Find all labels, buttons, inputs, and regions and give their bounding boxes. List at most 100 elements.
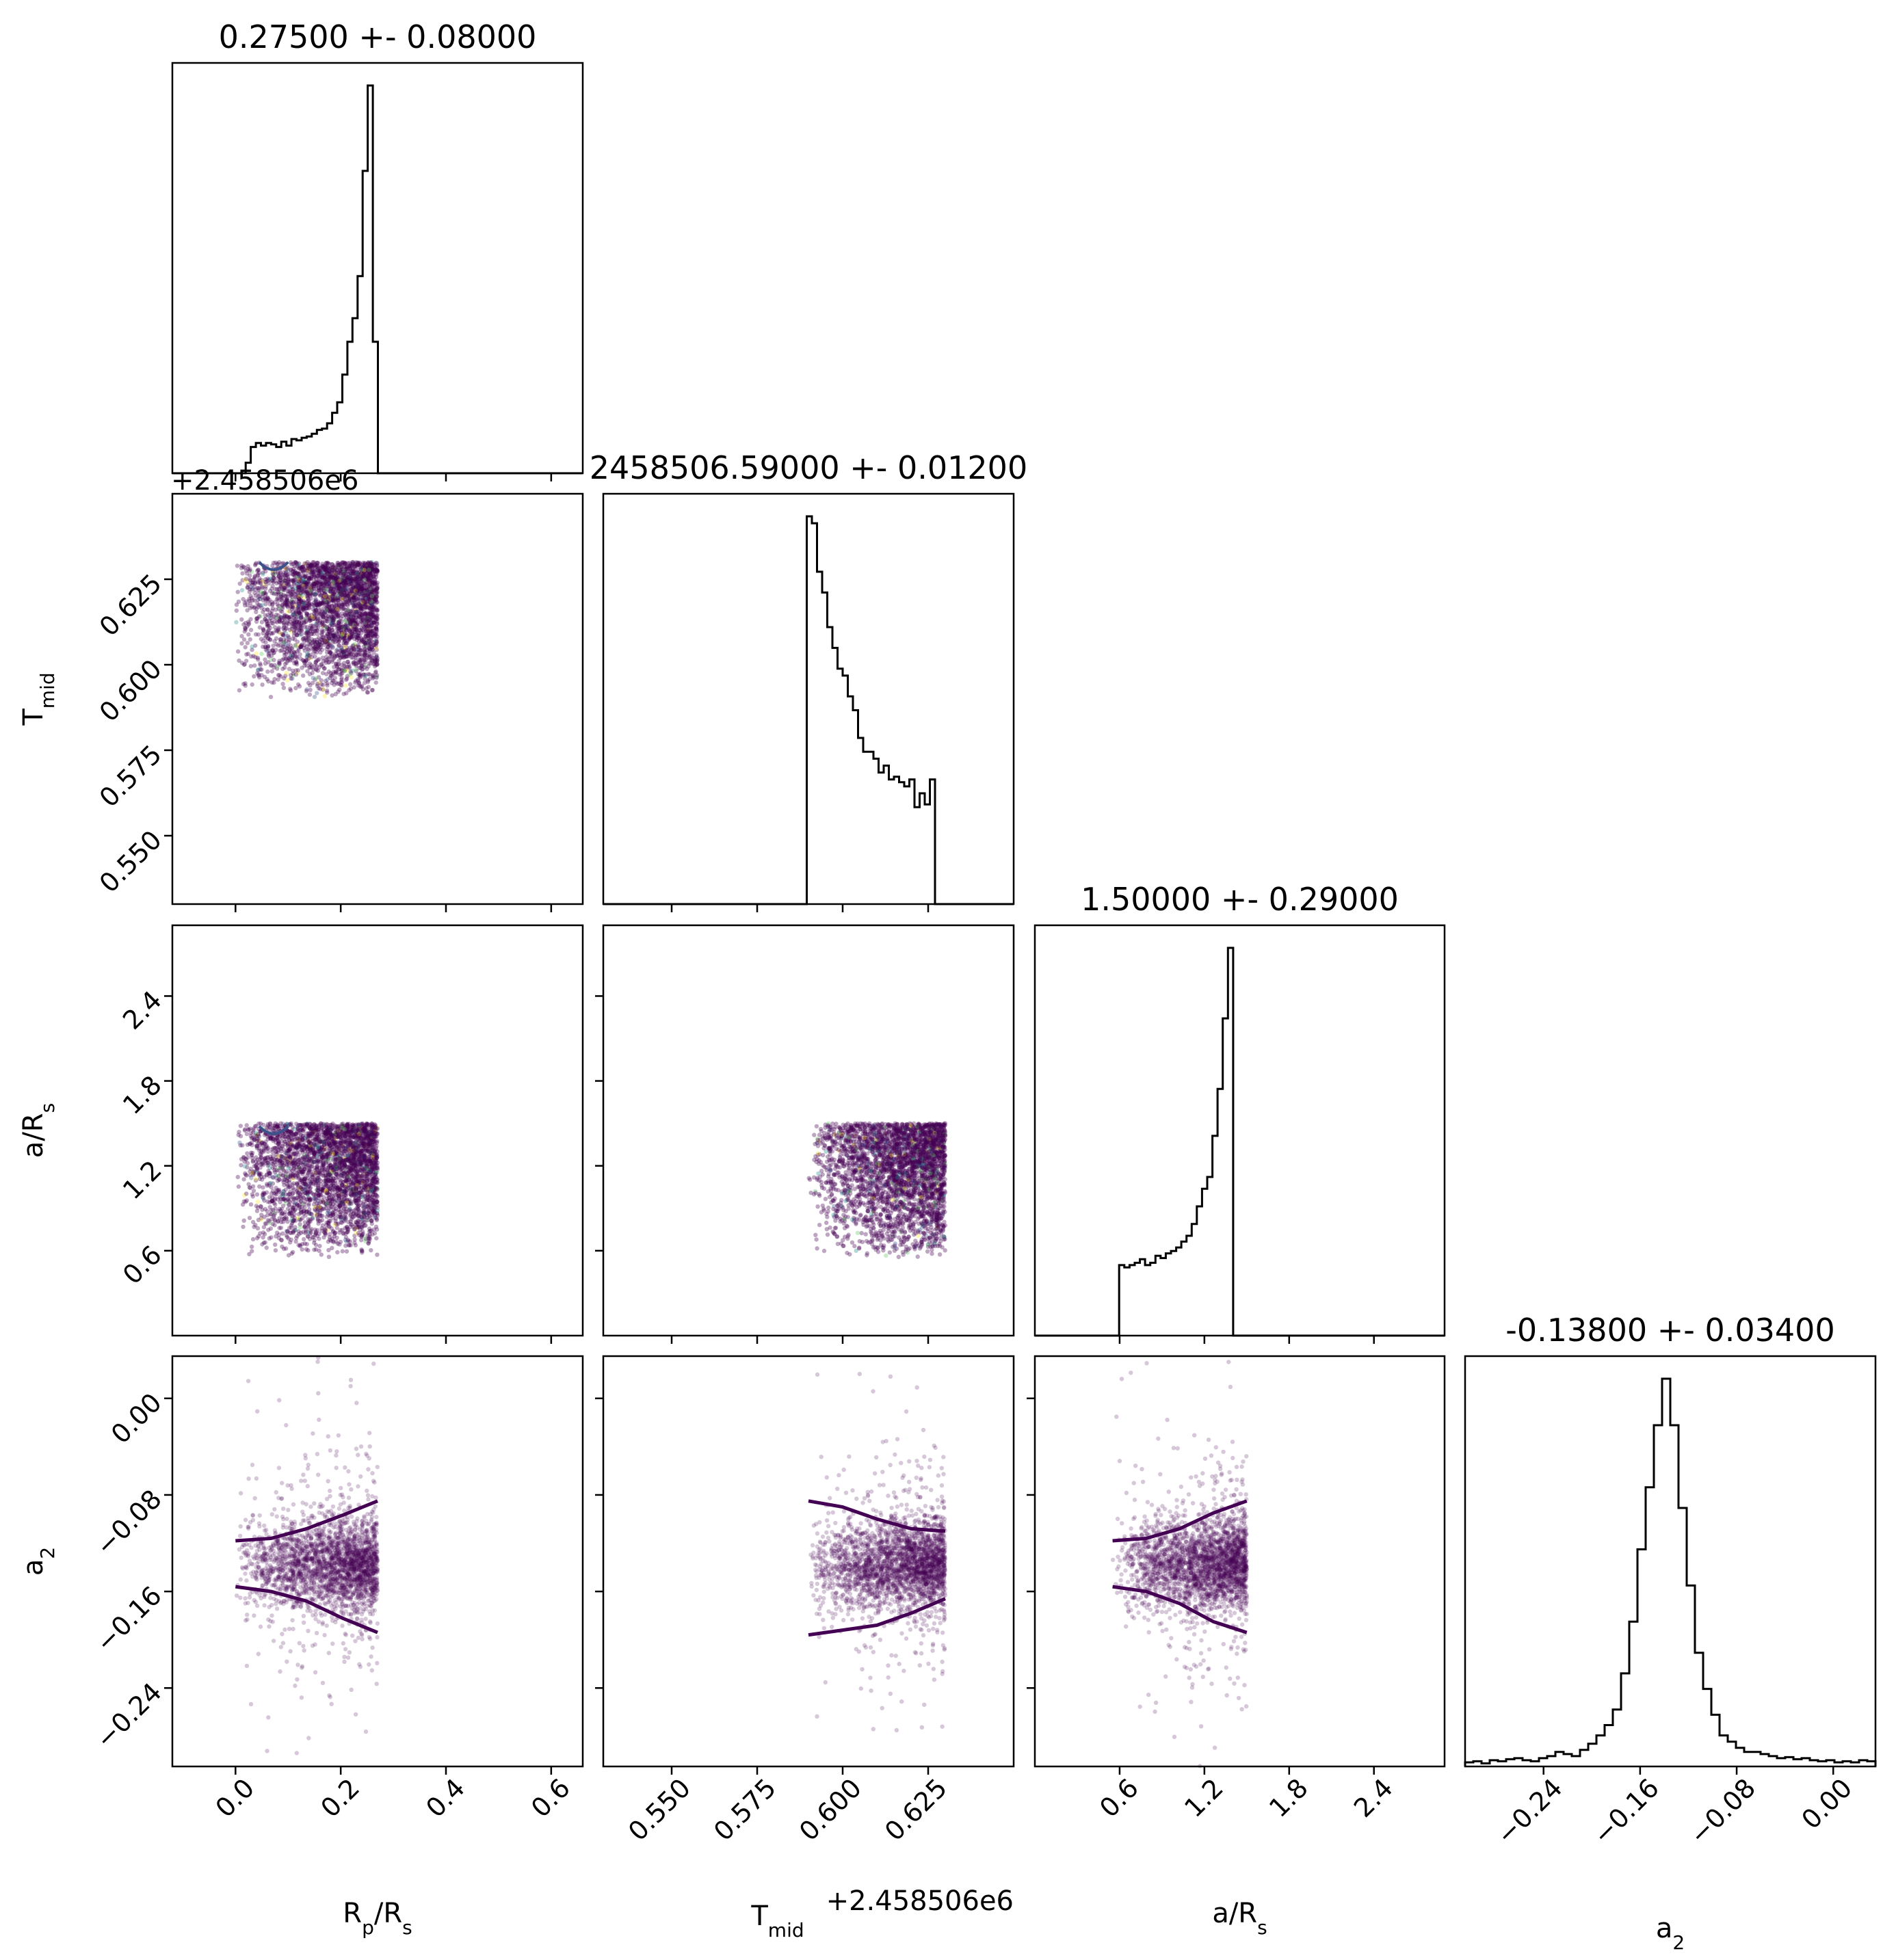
scatter-point xyxy=(276,626,281,632)
scatter-point xyxy=(365,632,370,637)
scatter-point xyxy=(354,637,360,642)
scatter-point xyxy=(319,564,324,568)
scatter-point xyxy=(306,606,311,611)
scatter-point xyxy=(316,647,321,652)
scatter-point xyxy=(268,694,274,700)
scatter-point xyxy=(254,619,259,624)
scatter-panel-tmid-vs-rp xyxy=(234,559,380,700)
scatter-point xyxy=(337,687,342,692)
scatter-point xyxy=(266,1228,271,1232)
scatter-point xyxy=(241,1177,246,1182)
scatter-point xyxy=(308,663,314,667)
scatter-point xyxy=(335,1249,340,1255)
scatter-point xyxy=(309,563,314,568)
scatter-point xyxy=(284,670,289,676)
scatter-point xyxy=(345,659,350,665)
scatter-point xyxy=(361,644,366,649)
scatter-point xyxy=(274,641,279,647)
scatter-point xyxy=(302,574,307,579)
scatter-point xyxy=(262,607,267,612)
scatter-point xyxy=(360,565,366,570)
scatter-point xyxy=(302,621,306,626)
scatter-point xyxy=(256,632,261,637)
scatter-point xyxy=(335,681,340,686)
scatter-point xyxy=(311,1235,316,1240)
scatter-point xyxy=(308,687,313,693)
scatter-point xyxy=(358,576,363,581)
scatter-point xyxy=(236,1184,241,1189)
scatter-point xyxy=(287,589,291,594)
scatter-panel-ars-vs-rp xyxy=(235,1121,380,1260)
scatter-point xyxy=(326,584,331,589)
scatter-point xyxy=(293,626,298,631)
scatter-point xyxy=(283,576,289,581)
scatter-point xyxy=(311,639,316,644)
scatter-point xyxy=(241,1218,246,1223)
scatter-point xyxy=(326,657,331,661)
scatter-point xyxy=(327,624,332,628)
scatter-point xyxy=(335,576,340,581)
scatter-point xyxy=(272,650,277,655)
scatter-point xyxy=(302,646,306,650)
scatter-point xyxy=(299,615,304,620)
scatter-point xyxy=(272,592,276,596)
scatter-point xyxy=(234,620,239,624)
scatter-point xyxy=(240,571,245,576)
scatter-point xyxy=(237,581,242,586)
scatter-point xyxy=(250,644,254,649)
scatter-point xyxy=(344,582,349,587)
scatter-point xyxy=(319,570,325,576)
scatter-point xyxy=(306,634,311,639)
scatter-point xyxy=(241,662,247,667)
scatter-point xyxy=(273,1248,278,1253)
scatter-point xyxy=(326,660,331,665)
scatter-point xyxy=(364,627,369,632)
scatter-point xyxy=(239,634,244,639)
scatter-point xyxy=(282,578,287,583)
scatter-point xyxy=(330,644,335,649)
scatter-point xyxy=(347,672,352,677)
scatter-point xyxy=(244,1123,249,1128)
scatter-point xyxy=(347,609,352,614)
scatter-point xyxy=(327,604,332,609)
scatter-point xyxy=(289,676,293,681)
scatter-point xyxy=(269,608,275,613)
scatter-point xyxy=(352,593,357,598)
scatter-point xyxy=(252,563,258,568)
scatter-point xyxy=(246,632,251,637)
scatter-point xyxy=(367,648,372,654)
scatter-point xyxy=(298,585,302,590)
scatter-point xyxy=(308,643,313,648)
scatter-point xyxy=(363,650,368,655)
scatter-point xyxy=(279,648,284,652)
scatter-point xyxy=(331,576,336,581)
scatter-point xyxy=(260,602,265,607)
scatter-point xyxy=(274,607,278,612)
scatter-point xyxy=(290,636,295,641)
scatter-point xyxy=(240,578,245,583)
scatter-point xyxy=(339,627,343,633)
scatter-point xyxy=(252,598,257,603)
scatter-point xyxy=(255,1200,261,1204)
scatter-point xyxy=(341,691,346,696)
scatter-point xyxy=(248,605,253,611)
scatter-point xyxy=(288,688,293,693)
scatter-point xyxy=(345,608,351,613)
scatter-point xyxy=(369,658,373,663)
scatter-point xyxy=(357,673,363,678)
scatter-point xyxy=(356,631,361,635)
scatter-point xyxy=(265,631,270,636)
scatter-point xyxy=(304,566,308,571)
scatter-point xyxy=(338,568,343,573)
scatter-point xyxy=(277,618,282,623)
scatter-point xyxy=(252,590,257,596)
scatter-point xyxy=(261,570,265,575)
scatter-point xyxy=(293,672,299,677)
scatter-point xyxy=(365,678,371,683)
scatter-point xyxy=(321,683,326,687)
scatter-point xyxy=(326,613,331,619)
scatter-point xyxy=(369,645,374,650)
scatter-point xyxy=(348,682,353,687)
scatter-point xyxy=(245,641,250,646)
scatter-point xyxy=(323,618,328,624)
